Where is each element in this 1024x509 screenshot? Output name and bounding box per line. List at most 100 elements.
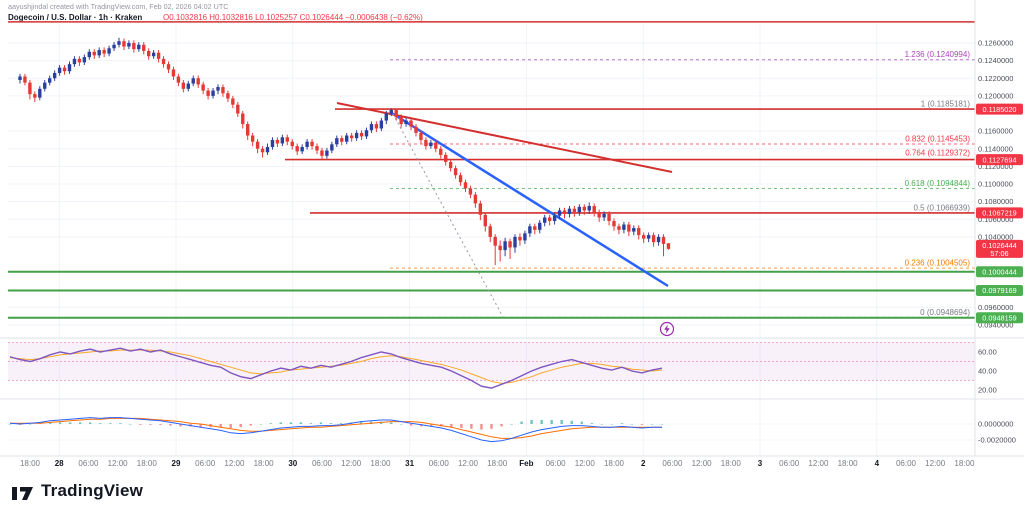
time-axis-label[interactable]: 12:00 — [925, 459, 946, 468]
price-level-badge — [976, 312, 1023, 324]
time-axis-label[interactable]: 12:00 — [575, 459, 596, 468]
time-axis-label[interactable]: 18:00 — [604, 459, 625, 468]
fib-level-label[interactable]: 0.764 (0.1129372) — [905, 149, 970, 158]
candle-body — [330, 144, 334, 151]
time-axis-label[interactable]: 29 — [172, 459, 181, 468]
price-scale-background[interactable] — [975, 0, 1024, 472]
time-axis-label[interactable]: 18:00 — [721, 459, 742, 468]
fib-level-label[interactable]: 0.618 (0.1094844) — [905, 179, 971, 188]
candle-body — [335, 138, 339, 145]
time-axis-label[interactable]: 18:00 — [838, 459, 859, 468]
time-axis-label[interactable]: 18:00 — [370, 459, 391, 468]
price-axis-label[interactable]: 0.1100000 — [978, 180, 1013, 189]
candle-body — [117, 41, 121, 45]
candle-body — [250, 135, 255, 142]
macd-histogram-bar — [329, 423, 333, 424]
time-axis-label[interactable]: 06:00 — [429, 459, 450, 468]
time-axis-label[interactable]: 2 — [641, 459, 646, 468]
candle-body — [315, 146, 319, 151]
price-axis-label[interactable]: 0.1240000 — [978, 56, 1013, 65]
candle-body — [156, 52, 161, 59]
rsi-axis-label[interactable]: 20.00 — [978, 386, 997, 395]
candle-body — [320, 150, 324, 156]
candle-body — [379, 120, 384, 129]
price-axis-label[interactable]: 0.1140000 — [978, 144, 1013, 153]
fib-level-label[interactable]: 0.5 (0.1066939) — [914, 204, 971, 213]
symbol-legend[interactable]: Dogecoin / U.S. Dollar · 1h · Kraken — [8, 13, 142, 22]
time-axis-label[interactable]: 12:00 — [108, 459, 129, 468]
time-axis-label[interactable]: 28 — [55, 459, 64, 468]
time-axis-label[interactable]: 06:00 — [312, 459, 333, 468]
time-axis-label[interactable]: Feb — [519, 459, 533, 468]
macd-histogram-bar — [58, 422, 62, 424]
macd-histogram-bar — [249, 424, 252, 426]
candle-body — [33, 94, 37, 98]
candle-body — [349, 135, 354, 139]
price-axis-label[interactable]: 0.1160000 — [978, 127, 1013, 136]
macd-histogram-bar — [540, 420, 543, 424]
macd-line — [9, 417, 662, 443]
macd-histogram-bar — [309, 423, 313, 424]
fib-level-label[interactable]: 0.236 (0.1004505) — [905, 259, 971, 268]
macd-histogram-bar — [510, 424, 513, 425]
time-axis-label[interactable]: 18:00 — [954, 459, 975, 468]
time-axis-label[interactable]: 06:00 — [546, 459, 567, 468]
price-axis-label[interactable]: 0.1040000 — [978, 232, 1013, 241]
fib-level-label[interactable]: 0 (0.0948694) — [920, 308, 970, 317]
price-axis-label[interactable]: 0.1060000 — [978, 215, 1013, 224]
macd-axis-label[interactable]: 0.0000000 — [978, 420, 1013, 429]
candle-body — [468, 188, 473, 195]
fib-level-label[interactable]: 1.236 (0.1240994) — [905, 50, 971, 59]
time-axis-label[interactable]: 12:00 — [808, 459, 829, 468]
fib-level-label[interactable]: 1 (0.1185181) — [921, 99, 971, 108]
time-axis-label[interactable]: 06:00 — [78, 459, 99, 468]
time-axis-label[interactable]: 12:00 — [341, 459, 362, 468]
trendline[interactable] — [336, 102, 673, 173]
time-axis-label[interactable]: 4 — [875, 459, 880, 468]
time-axis-label[interactable]: 12:00 — [224, 459, 245, 468]
candle-body — [409, 120, 413, 127]
candle-body — [43, 82, 47, 89]
macd-axis-label[interactable]: -0.0020000 — [978, 436, 1016, 445]
macd-histogram-bar — [299, 422, 303, 424]
price-axis-label[interactable]: 0.1220000 — [978, 74, 1013, 83]
tradingview-logo-icon[interactable] — [12, 482, 34, 500]
time-axis-label[interactable]: 18:00 — [254, 459, 275, 468]
time-axis-label[interactable]: 3 — [758, 459, 763, 468]
macd-histogram-bar — [490, 424, 493, 429]
time-axis-label[interactable]: 06:00 — [779, 459, 800, 468]
tradingview-wordmark[interactable]: TradingView — [41, 480, 144, 500]
candle-body — [275, 139, 280, 144]
rsi-axis-label[interactable]: 60.00 — [978, 348, 997, 357]
macd-histogram-bar — [610, 424, 614, 425]
price-axis-label[interactable]: 0.0960000 — [978, 303, 1013, 312]
candle-body — [666, 243, 671, 249]
candle-body — [414, 126, 418, 133]
fib-level-label[interactable]: 0.832 (0.1145453) — [905, 134, 970, 143]
time-axis-label[interactable]: 12:00 — [692, 459, 713, 468]
trendline[interactable] — [389, 110, 669, 288]
time-axis-label[interactable]: 06:00 — [662, 459, 683, 468]
macd-histogram-bar — [410, 424, 413, 426]
ohlc-values: O0.1032816 H0.1032816 L0.1025257 C0.1026… — [163, 13, 423, 22]
price-axis-label[interactable]: 0.1260000 — [978, 39, 1013, 48]
price-chart-canvas[interactable]: aayushjindal created with TradingView.co… — [0, 0, 1024, 472]
trendline[interactable] — [392, 113, 504, 318]
price-axis-label[interactable]: 0.1120000 — [978, 162, 1013, 171]
price-axis-label[interactable]: 0.0940000 — [978, 321, 1013, 330]
time-axis-label[interactable]: 12:00 — [458, 459, 479, 468]
time-axis-label[interactable]: 18:00 — [487, 459, 508, 468]
macd-histogram-bar — [570, 420, 573, 424]
time-axis-label[interactable]: 30 — [288, 459, 297, 468]
price-axis-label[interactable]: 0.1080000 — [978, 197, 1013, 206]
candle-body — [236, 104, 240, 114]
candle-body — [632, 228, 636, 232]
time-axis-label[interactable]: 18:00 — [137, 459, 158, 468]
rsi-axis-label[interactable]: 40.00 — [978, 367, 997, 376]
time-axis-label[interactable]: 06:00 — [896, 459, 917, 468]
price-axis-label[interactable]: 0.1200000 — [978, 91, 1013, 100]
time-axis-label[interactable]: 18:00 — [20, 459, 41, 468]
time-axis-label[interactable]: 31 — [405, 459, 414, 468]
candle-body — [255, 141, 260, 149]
time-axis-label[interactable]: 06:00 — [195, 459, 216, 468]
